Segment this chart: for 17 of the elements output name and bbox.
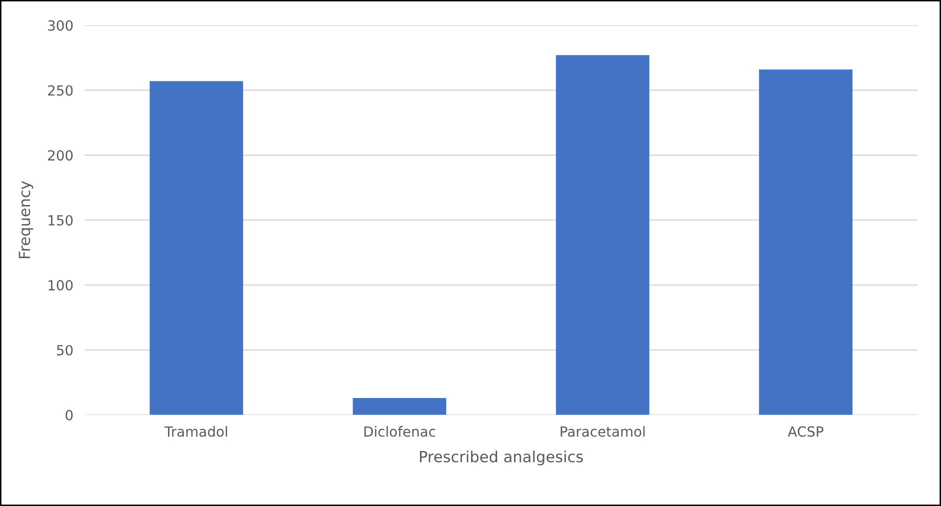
bar — [759, 69, 852, 415]
x-tick-label: Paracetamol — [560, 426, 645, 437]
y-tick-label: 200 — [48, 150, 73, 161]
x-axis-title: Prescribed analgesics — [420, 450, 583, 466]
x-tick-label: Tramadol — [164, 426, 228, 437]
x-tick-label: ACSP — [788, 426, 824, 437]
y-tick-label: 50 — [56, 344, 73, 356]
y-tick-label: 0 — [66, 410, 73, 420]
y-tick-label: 300 — [48, 20, 73, 31]
bar — [352, 398, 446, 415]
y-axis-title: Frequency — [18, 181, 34, 258]
x-tick-label: Diclofenac — [364, 426, 436, 437]
bar — [556, 55, 650, 415]
y-tick-label: 150 — [48, 215, 73, 226]
bar — [150, 81, 244, 415]
y-tick-label: 250 — [48, 85, 73, 96]
y-tick-label: 100 — [48, 280, 73, 291]
